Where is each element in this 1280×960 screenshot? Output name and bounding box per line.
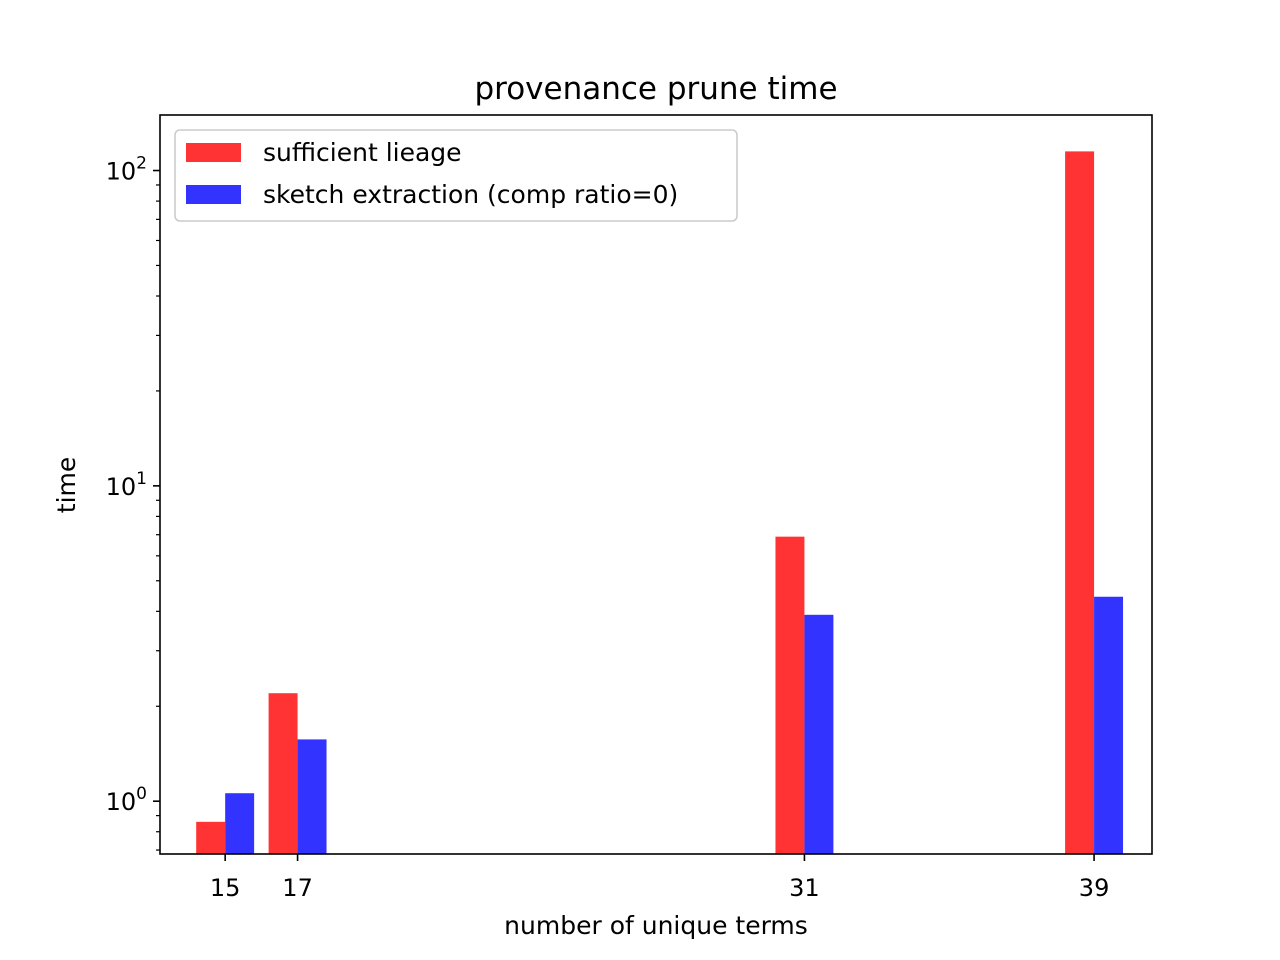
- y-axis-label: time: [52, 457, 81, 513]
- x-tick-label-39: 39: [1079, 874, 1110, 902]
- legend-label-sufficient-lieage: sufficient lieage: [263, 138, 462, 167]
- bar-sketch-31: [804, 614, 834, 854]
- bar-sufficient-17: [268, 693, 298, 854]
- chart-title: provenance prune time: [474, 71, 837, 107]
- x-tick-label-15: 15: [210, 874, 241, 902]
- y-tick-label-100: 102: [106, 154, 147, 186]
- x-tick-label-17: 17: [282, 874, 313, 902]
- bar-sufficient-15: [196, 821, 226, 854]
- x-axis-label: number of unique terms: [504, 911, 808, 940]
- x-axis: 15 17 31 39: [210, 854, 1109, 902]
- plot-frame: [159, 114, 1153, 855]
- bar-sketch-39: [1094, 596, 1124, 854]
- bar-sufficient-39: [1065, 151, 1095, 854]
- bar-sketch-17: [297, 739, 327, 854]
- x-tick-label-31: 31: [789, 874, 820, 902]
- legend-label-sketch-extraction: sketch extraction (comp ratio=0): [263, 180, 678, 209]
- y-tick-label-1: 100: [106, 784, 147, 816]
- legend-swatch-sketch-extraction: [186, 185, 241, 204]
- y-axis: 100 101 102: [106, 154, 160, 851]
- y-tick-label-10: 101: [106, 469, 147, 501]
- bar-sufficient-31: [775, 536, 805, 854]
- bars-layer: [196, 151, 1124, 854]
- bar-sketch-15: [225, 793, 255, 854]
- legend: sufficient lieage sketch extraction (com…: [174, 129, 738, 222]
- legend-swatch-sufficient-lieage: [186, 143, 241, 162]
- legend-box: [174, 129, 738, 222]
